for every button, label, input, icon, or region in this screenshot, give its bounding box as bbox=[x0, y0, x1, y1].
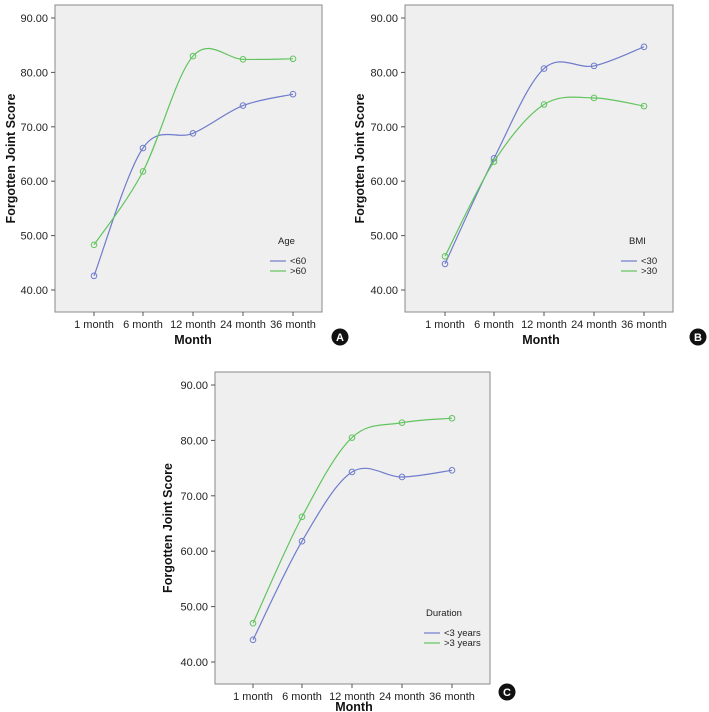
x-tick-label: 36 month bbox=[429, 691, 475, 703]
y-tick-label: 90.00 bbox=[180, 380, 208, 392]
y-tick-label: 40.00 bbox=[180, 657, 208, 669]
y-axis-label: Forgotten Joint Score bbox=[4, 94, 18, 224]
x-tick-label: 12 month bbox=[329, 691, 375, 703]
x-tick-label: 1 month bbox=[425, 319, 465, 331]
legend-entry: <30 bbox=[641, 256, 657, 267]
data-point bbox=[139, 144, 147, 152]
data-point bbox=[239, 56, 247, 63]
data-point bbox=[139, 168, 147, 175]
x-tick-label: 1 month bbox=[74, 319, 114, 331]
y-tick-label: 90.00 bbox=[370, 13, 398, 25]
legend-title: BMI bbox=[629, 236, 646, 247]
y-tick-label: 70.00 bbox=[20, 122, 48, 134]
series-line-blue bbox=[252, 467, 453, 641]
x-tick-label: 6 month bbox=[123, 319, 163, 331]
series-line-green bbox=[444, 96, 645, 257]
data-point bbox=[590, 62, 598, 70]
x-tick-label: 12 month bbox=[521, 319, 567, 331]
panel-badge-letter: A bbox=[336, 332, 344, 344]
y-tick-label: 70.00 bbox=[180, 491, 208, 503]
y-tick-label: 60.00 bbox=[180, 546, 208, 558]
panel-badge-circle bbox=[498, 683, 516, 701]
plot-area-a bbox=[54, 4, 323, 313]
data-point bbox=[90, 241, 98, 249]
data-point bbox=[90, 272, 98, 280]
y-tick-label: 80.00 bbox=[180, 435, 208, 447]
data-point bbox=[348, 434, 356, 441]
x-tick-label: 36 month bbox=[270, 319, 316, 331]
data-point bbox=[448, 414, 456, 422]
y-tick-label: 80.00 bbox=[20, 67, 48, 79]
data-point bbox=[540, 65, 548, 72]
x-tick-label: 12 month bbox=[170, 319, 216, 331]
panel-badge-b: B bbox=[689, 328, 707, 346]
x-tick-label: 36 month bbox=[621, 319, 667, 331]
legend-entry: <60 bbox=[290, 256, 306, 267]
data-point bbox=[289, 90, 297, 98]
data-point bbox=[398, 419, 406, 426]
data-point bbox=[590, 94, 598, 102]
panel-badge-circle bbox=[331, 328, 349, 346]
panel-badge-c: C bbox=[498, 683, 516, 701]
x-axis-label: Month bbox=[174, 333, 211, 347]
legend-entry: <3 years bbox=[444, 628, 481, 639]
panel-badge-letter: B bbox=[694, 332, 702, 344]
data-point bbox=[189, 52, 197, 60]
data-point bbox=[441, 252, 449, 260]
data-point bbox=[398, 473, 406, 481]
data-point bbox=[640, 43, 648, 51]
panel-badge-letter: C bbox=[503, 687, 511, 699]
data-point bbox=[189, 130, 197, 137]
y-tick-label: 40.00 bbox=[20, 285, 48, 297]
series-line-blue bbox=[93, 93, 294, 277]
legend-entry: >60 bbox=[290, 266, 306, 277]
legend-title: Age bbox=[278, 236, 295, 247]
data-point bbox=[249, 619, 257, 627]
data-point bbox=[640, 102, 648, 110]
data-point bbox=[298, 513, 306, 521]
y-tick-label: 60.00 bbox=[20, 176, 48, 188]
y-axis-label: Forgotten Joint Score bbox=[353, 94, 367, 224]
x-tick-label: 6 month bbox=[474, 319, 514, 331]
data-point bbox=[490, 158, 498, 165]
data-point bbox=[441, 260, 449, 268]
legend-entry: >3 years bbox=[444, 638, 481, 649]
x-tick-label: 24 month bbox=[571, 319, 617, 331]
x-tick-label: 1 month bbox=[233, 691, 273, 703]
panel-badge-a: A bbox=[331, 328, 349, 346]
series-line-blue bbox=[444, 46, 645, 265]
y-tick-label: 40.00 bbox=[370, 285, 398, 297]
data-point bbox=[348, 468, 356, 476]
data-point bbox=[298, 537, 306, 545]
data-point bbox=[540, 101, 548, 108]
panel-badge-circle bbox=[689, 328, 707, 346]
y-axis-label: Forgotten Joint Score bbox=[161, 463, 175, 593]
legend-entry: >30 bbox=[641, 266, 657, 277]
y-tick-label: 80.00 bbox=[370, 67, 398, 79]
data-point bbox=[239, 102, 247, 109]
plot-area-c bbox=[214, 371, 491, 685]
x-tick-label: 24 month bbox=[220, 319, 266, 331]
y-tick-label: 50.00 bbox=[180, 602, 208, 614]
y-tick-label: 50.00 bbox=[20, 231, 48, 243]
legend-title: Duration bbox=[426, 608, 462, 619]
data-point bbox=[249, 636, 257, 644]
series-line-green bbox=[252, 417, 453, 624]
y-tick-label: 90.00 bbox=[20, 13, 48, 25]
x-tick-label: 24 month bbox=[379, 691, 425, 703]
y-tick-label: 60.00 bbox=[370, 176, 398, 188]
y-tick-label: 50.00 bbox=[370, 231, 398, 243]
chart-panel-c: 40.00 50.00 60.00 70.00 80.00 90.00 1 month 6 m… bbox=[161, 371, 491, 712]
x-axis-label: Month bbox=[335, 700, 372, 712]
chart-panel-a: 40.00 50.00 60.00 70.00 80.00 90.00 1 month 6 m… bbox=[4, 4, 323, 347]
x-axis-label: Month bbox=[522, 333, 559, 347]
data-point bbox=[289, 55, 297, 63]
x-tick-label: 6 month bbox=[282, 691, 322, 703]
series-line-green bbox=[93, 47, 294, 246]
data-point bbox=[448, 467, 456, 474]
y-tick-label: 70.00 bbox=[370, 122, 398, 134]
chart-panel-b: 40.00 50.00 60.00 70.00 80.00 90.00 1 month 6 m… bbox=[353, 4, 674, 347]
